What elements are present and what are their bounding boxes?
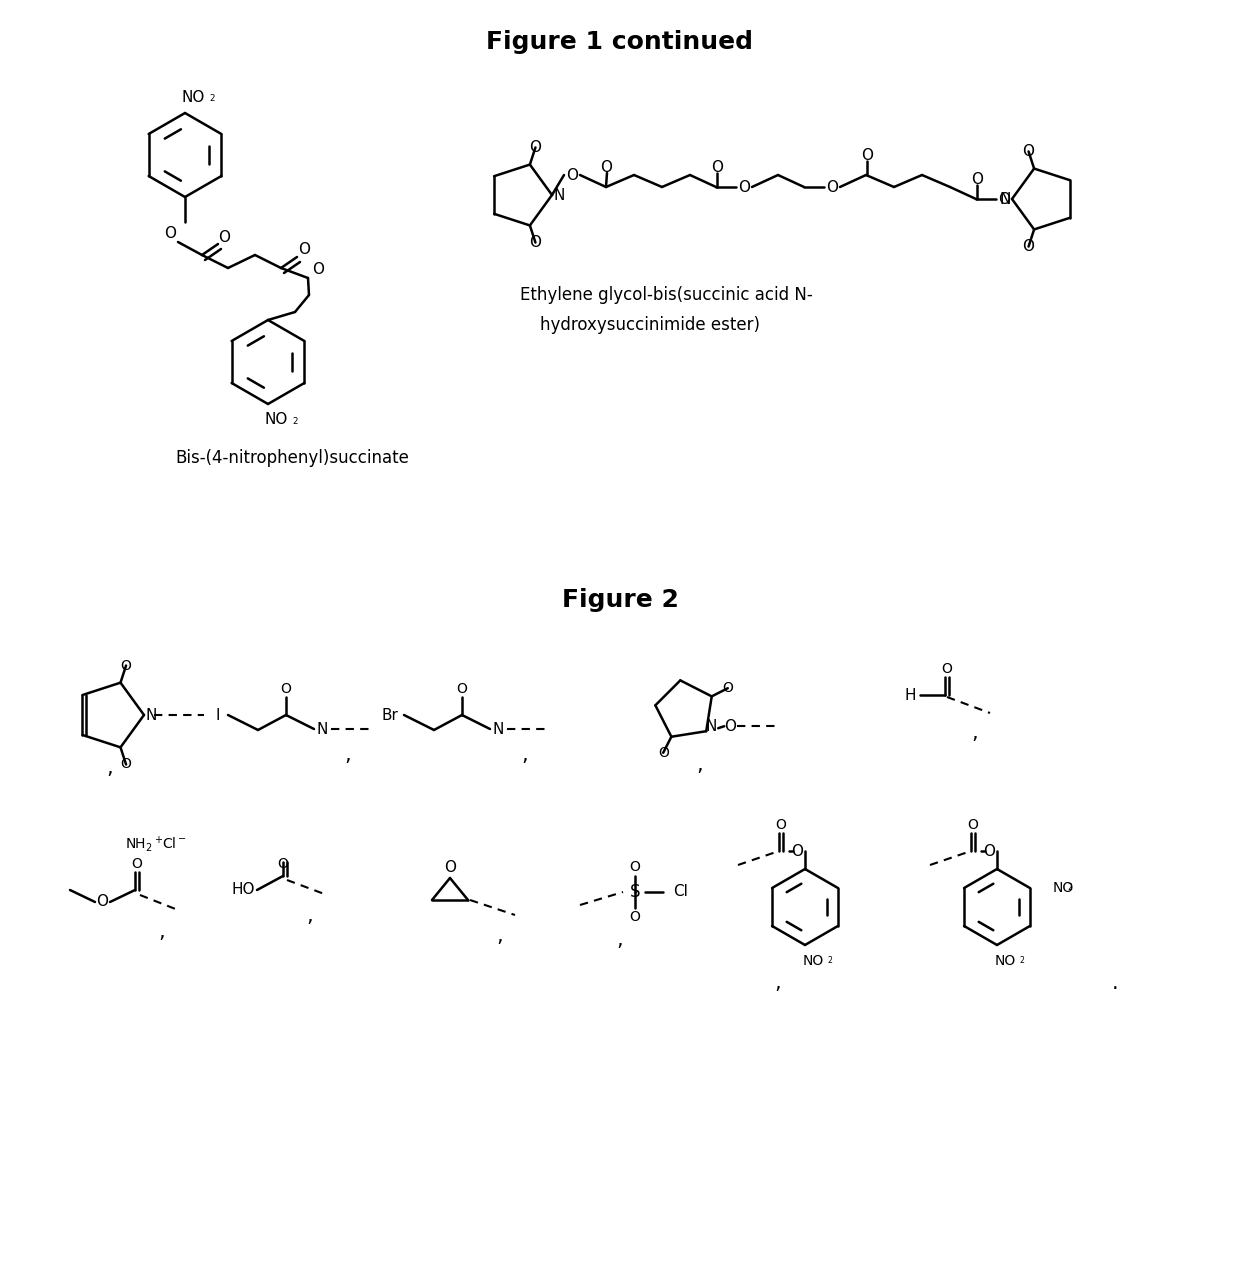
Text: N: N [553,187,564,203]
Text: ,: , [972,724,978,743]
Text: Cl$^-$: Cl$^-$ [162,837,187,851]
Text: O: O [95,894,108,910]
Text: $_2$: $_2$ [210,90,216,103]
Text: N: N [316,721,327,736]
Text: N: N [706,719,717,734]
Text: O: O [120,758,131,772]
Text: $_2$: $_2$ [1019,954,1025,967]
Text: O: O [131,857,143,871]
Text: O: O [1023,240,1034,254]
Text: O: O [738,180,750,195]
Text: N: N [145,707,156,722]
Text: I: I [216,707,221,722]
Text: Figure 2: Figure 2 [562,589,678,612]
Text: O: O [312,262,324,278]
Text: $_2$: $_2$ [1066,882,1074,894]
Text: Bis-(4-nitrophenyl)succinate: Bis-(4-nitrophenyl)succinate [175,448,409,468]
Text: NO: NO [264,413,288,428]
Text: HO: HO [232,883,255,897]
Text: Br: Br [382,707,398,722]
Text: ,: , [497,926,503,947]
Text: O: O [723,682,733,696]
Text: O: O [298,242,310,257]
Text: H: H [904,688,916,702]
Text: O: O [630,860,640,874]
Text: O: O [791,843,804,859]
Text: O: O [529,140,542,155]
Text: O: O [998,191,1011,206]
Text: ,: , [107,758,113,778]
Text: ,: , [522,745,528,764]
Text: O: O [861,148,873,163]
Text: Figure 1 continued: Figure 1 continued [486,31,754,54]
Text: Cl: Cl [673,884,688,899]
Text: O: O [529,234,542,250]
Text: O: O [657,745,668,759]
Text: Ethylene glycol-bis(succinic acid N-: Ethylene glycol-bis(succinic acid N- [520,285,812,304]
Text: ,: , [775,973,781,992]
Text: N: N [999,191,1011,206]
Text: O: O [724,719,737,734]
Text: O: O [711,159,723,175]
Text: O: O [278,857,289,871]
Text: O: O [775,818,786,832]
Text: NO: NO [1053,882,1074,896]
Text: O: O [444,860,456,875]
Text: S: S [630,883,640,901]
Text: O: O [456,682,467,696]
Text: O: O [164,225,176,241]
Text: ,: , [616,930,624,950]
Text: ,: , [306,906,314,926]
Text: NO: NO [802,954,823,968]
Text: hydroxysuccinimide ester): hydroxysuccinimide ester) [539,316,760,334]
Text: $_2$: $_2$ [291,414,299,427]
Text: O: O [1023,144,1034,159]
Text: $_2$: $_2$ [827,954,833,967]
Text: O: O [120,659,131,673]
Text: O: O [280,682,291,696]
Text: NO: NO [994,954,1016,968]
Text: ,: , [159,922,165,941]
Text: O: O [983,843,994,859]
Text: O: O [218,229,229,245]
Text: ,: , [697,755,703,775]
Text: O: O [967,818,978,832]
Text: O: O [630,910,640,924]
Text: N: N [492,721,503,736]
Text: O: O [565,167,578,182]
Text: O: O [600,159,613,175]
Text: NH$_2$$^+$: NH$_2$$^+$ [125,834,164,854]
Text: O: O [971,172,983,186]
Text: O: O [826,180,838,195]
Text: .: . [1112,973,1118,992]
Text: O: O [941,662,952,676]
Text: NO: NO [181,89,205,104]
Text: ,: , [345,745,351,764]
